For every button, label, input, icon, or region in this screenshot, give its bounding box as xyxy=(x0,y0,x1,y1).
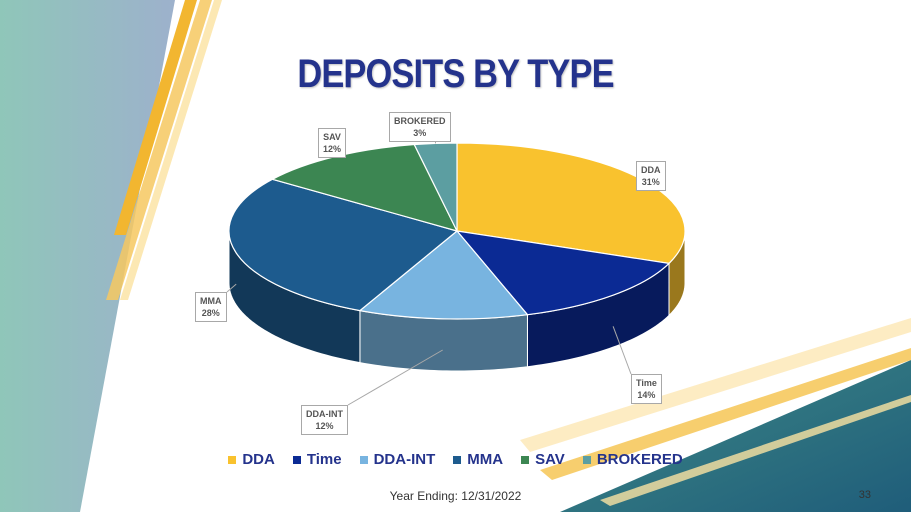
legend-swatch xyxy=(292,455,301,464)
data-label-value: 3% xyxy=(413,128,427,138)
legend-swatch xyxy=(453,455,462,464)
data-label-value: 12% xyxy=(323,144,342,154)
legend-swatch xyxy=(521,455,530,464)
legend-label: Time xyxy=(306,451,342,468)
data-label-dda: DDA 31% xyxy=(636,161,666,191)
footer-date: Year Ending: 12/31/2022 xyxy=(389,489,522,503)
legend-item-brokered: BROKERED xyxy=(582,451,683,468)
data-label-category: BROKERED xyxy=(394,116,446,126)
legend-item-mma: MMA xyxy=(453,451,503,468)
leader-line-dda-int xyxy=(347,349,443,406)
legend-swatch xyxy=(582,455,591,464)
legend-item-dda: DDA xyxy=(228,451,275,468)
data-label-value: 31% xyxy=(641,177,660,187)
legend-label: BROKERED xyxy=(596,451,683,468)
legend-label: DDA xyxy=(242,451,275,468)
data-label-value: 12% xyxy=(315,421,334,431)
data-label-brokered: BROKERED 3% xyxy=(389,112,451,142)
leader-line-time xyxy=(612,326,632,375)
data-label-category: SAV xyxy=(323,132,341,142)
data-label-time: Time 14% xyxy=(631,374,662,404)
data-label-category: Time xyxy=(636,378,657,388)
data-label-category: DDA xyxy=(641,165,661,175)
chart-legend: DDA Time DDA-INT MMA SAV BROKERED xyxy=(0,451,911,468)
page-title: DEPOSITS BY TYPE xyxy=(297,52,614,96)
legend-item-time: Time xyxy=(292,451,342,468)
data-label-mma: MMA 28% xyxy=(195,292,227,322)
legend-label: DDA-INT xyxy=(373,451,436,468)
legend-label: MMA xyxy=(467,451,504,468)
legend-item-sav: SAV xyxy=(521,451,565,468)
data-label-category: DDA-INT xyxy=(306,409,343,419)
pie-slice-dda-int xyxy=(358,230,529,320)
data-label-sav: SAV 12% xyxy=(318,128,347,158)
pie-slice-mma xyxy=(228,178,459,312)
pie-top-faces xyxy=(228,142,686,320)
legend-swatch xyxy=(228,455,237,464)
legend-label: SAV xyxy=(535,451,565,468)
data-label-value: 28% xyxy=(201,308,220,318)
leader-line-mma xyxy=(226,283,237,293)
data-label-dda-int: DDA-INT 12% xyxy=(301,405,348,435)
pie-side-walls xyxy=(228,230,686,372)
legend-item-dda-int: DDA-INT xyxy=(359,451,436,468)
page-number: 33 xyxy=(858,489,871,501)
data-label-value: 14% xyxy=(637,390,656,400)
data-label-category: MMA xyxy=(200,296,222,306)
legend-swatch xyxy=(359,455,368,464)
